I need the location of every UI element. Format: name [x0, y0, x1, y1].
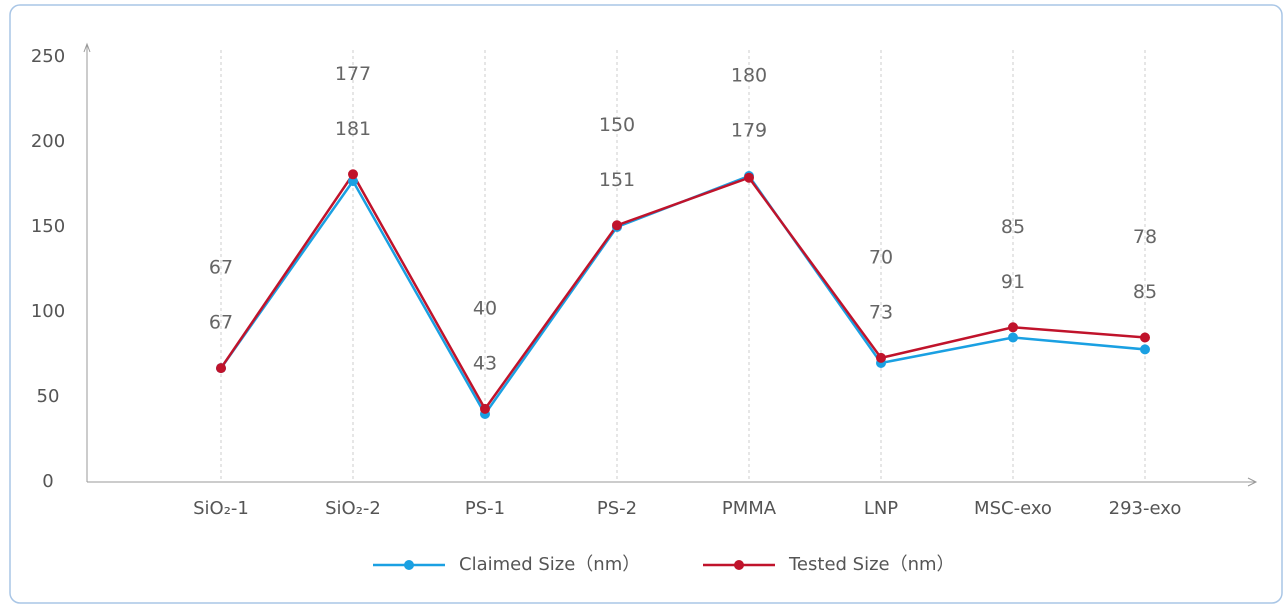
data-label: 85 [1001, 216, 1025, 238]
point [216, 363, 226, 374]
x-arrow [1247, 477, 1258, 487]
data-label: 78 [1133, 226, 1157, 248]
y-tick-label: 0 [42, 471, 53, 492]
data-label: 181 [335, 118, 371, 140]
x-tick-label: SiO₂-2 [325, 498, 381, 519]
point [744, 172, 754, 183]
data-label: 177 [335, 63, 371, 85]
point [612, 220, 622, 231]
data-label: 67 [209, 257, 233, 279]
point [1140, 332, 1150, 343]
data-label: 179 [731, 120, 767, 142]
point [348, 169, 358, 180]
data-label: 70 [869, 246, 893, 268]
data-label: 73 [869, 301, 893, 323]
point [1008, 322, 1018, 333]
series-line [219, 171, 1146, 412]
legend-label: Tested Size（nm） [788, 554, 955, 575]
frame [9, 4, 1283, 604]
y-tick-label: 250 [31, 46, 65, 67]
x-tick-label: PS-1 [465, 498, 505, 519]
y-arrow [83, 42, 91, 53]
data-label: 85 [1133, 281, 1157, 303]
x-tick-label: MSC-exo [974, 498, 1052, 519]
data-label: 151 [599, 169, 635, 191]
data-label: 67 [209, 312, 233, 334]
data-label: 40 [473, 297, 497, 319]
legend-marker [404, 560, 414, 570]
point [1140, 344, 1150, 355]
x-tick-label: PS-2 [597, 498, 637, 519]
y-tick-label: 150 [31, 216, 65, 237]
point [876, 352, 886, 363]
legend-marker [734, 560, 744, 570]
x-tick-label: PMMA [722, 498, 777, 519]
point [480, 403, 490, 414]
y-tick-label: 200 [31, 131, 65, 152]
legend-label: Claimed Size（nm） [459, 554, 640, 575]
data-label: 180 [731, 65, 767, 87]
x-tick-label: SiO₂-1 [193, 498, 249, 519]
data-label: 91 [1001, 271, 1025, 293]
data-label: 43 [473, 352, 497, 374]
y-tick-label: 50 [37, 386, 60, 407]
x-tick-label: LNP [864, 498, 898, 519]
point [1008, 332, 1018, 343]
x-tick-label: 293-exo [1109, 498, 1182, 519]
y-tick-label: 100 [31, 301, 65, 322]
series-line [219, 174, 1146, 417]
data-label: 150 [599, 114, 635, 136]
